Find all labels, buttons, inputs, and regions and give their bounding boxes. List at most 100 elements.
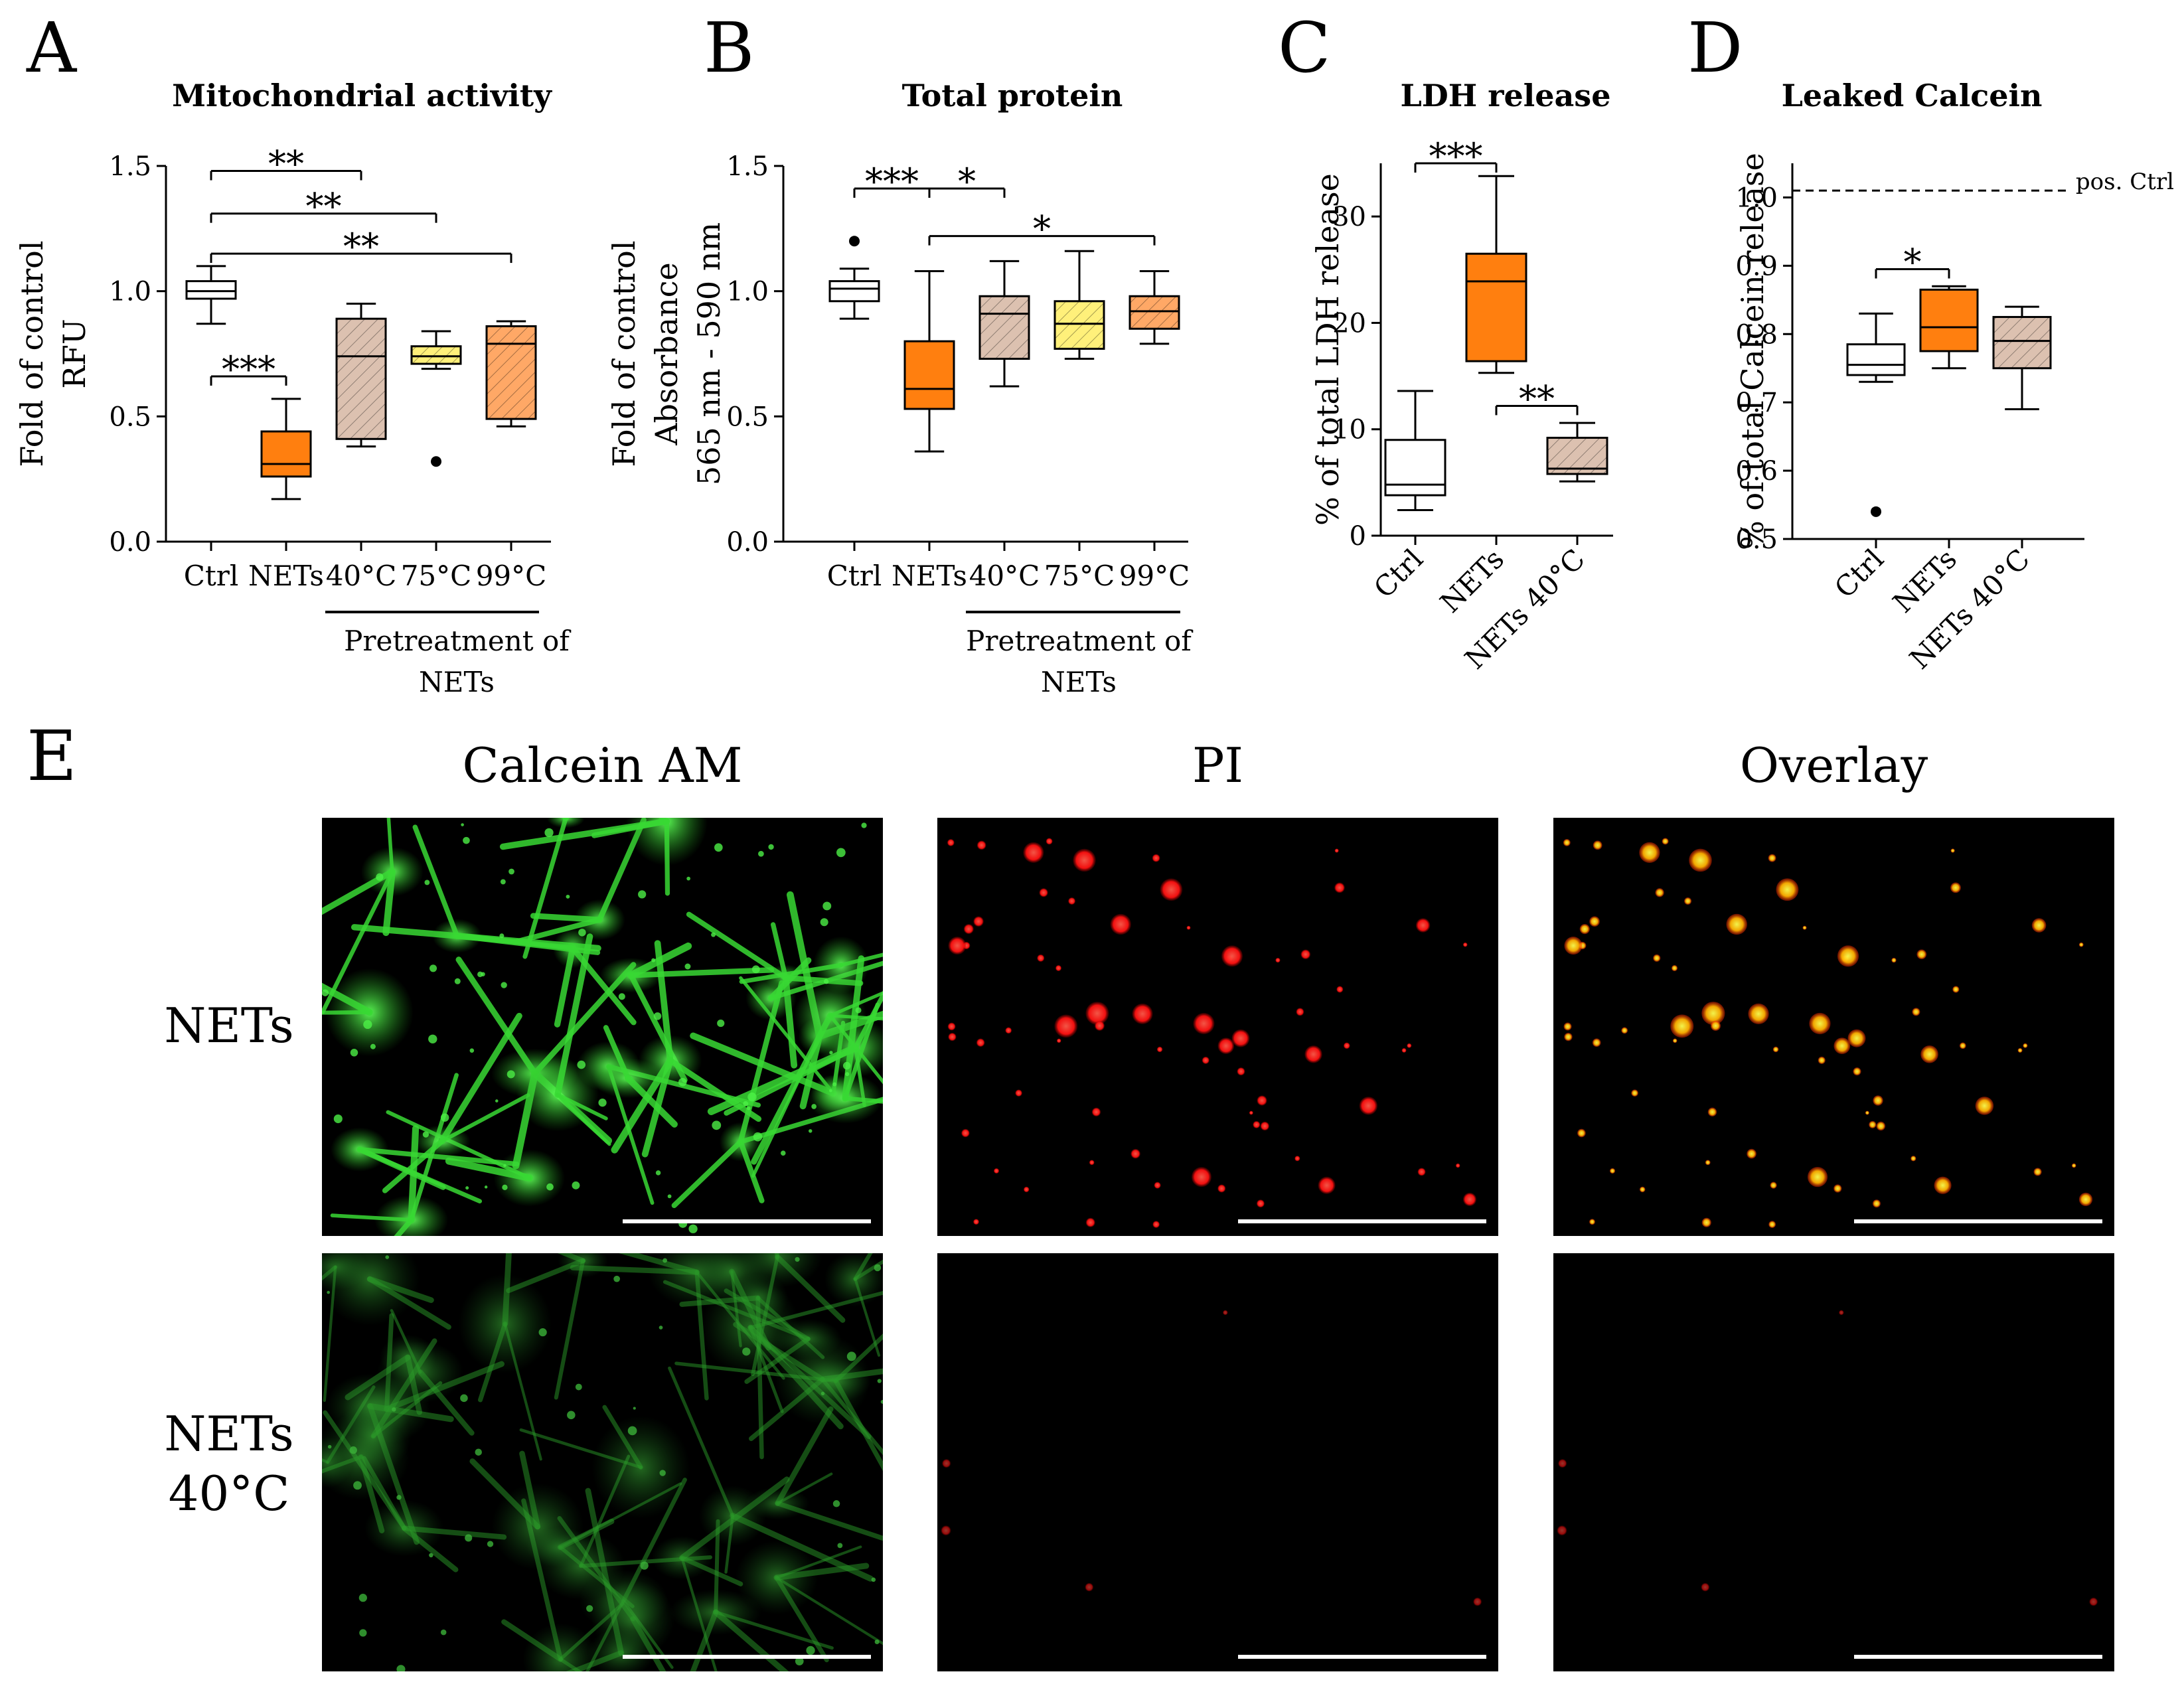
outlier-point — [849, 236, 860, 247]
pi-dot — [1256, 1199, 1265, 1208]
pi-dot — [941, 1525, 951, 1536]
pi-dot — [1417, 1168, 1426, 1176]
pi-dot — [1707, 1107, 1717, 1117]
cell-process — [578, 1555, 712, 1569]
debris-dot — [711, 932, 716, 937]
reference-line-label: pos. Ctrl — [2076, 169, 2174, 195]
debris-dot — [477, 971, 483, 978]
cell-process — [591, 818, 670, 838]
significance-bracket: *** — [210, 348, 287, 390]
significance-label: ** — [1519, 378, 1555, 420]
micrograph-background — [937, 1253, 1498, 1671]
pi-dot — [2078, 1192, 2093, 1207]
panel-title: Mitochondrial activity — [172, 78, 552, 114]
box-75-c — [1053, 250, 1105, 360]
pi-dot — [1564, 1032, 1573, 1041]
cell-process — [714, 1610, 834, 1650]
x-tick-label: Ctrl — [184, 560, 239, 592]
pi-dot — [1768, 854, 1776, 862]
debris-dot — [845, 1072, 850, 1077]
panel-d: D Leaked Calcein 0.5 0.6 0.7 0.8 0.9 1.0% of to… — [1687, 7, 2174, 675]
debris-dot — [385, 1255, 390, 1259]
box-ctrl — [185, 265, 237, 325]
debris-dot — [753, 1132, 763, 1142]
debris-dot — [322, 989, 329, 996]
pi-dot — [1770, 1182, 1777, 1189]
pi-dot — [1085, 1217, 1095, 1227]
debris-dot — [495, 1099, 499, 1103]
cell-process — [418, 1369, 475, 1436]
debris-dot — [806, 1646, 815, 1655]
y-axis-label: % of total LDH release — [1310, 173, 1346, 526]
pi-dot — [2089, 1597, 2098, 1606]
pi-dot — [1005, 1027, 1012, 1034]
cell-process — [630, 1616, 666, 1671]
significance-label: * — [958, 161, 976, 202]
debris-dot — [758, 850, 764, 857]
cell-process — [775, 1576, 883, 1646]
pi-dot — [1085, 1582, 1094, 1592]
significance-label: *** — [865, 161, 919, 202]
pi-dot — [1809, 1012, 1831, 1035]
pi-dot — [1202, 1056, 1209, 1064]
pi-dot — [1891, 957, 1897, 963]
debris-dot — [598, 1099, 607, 1107]
cell-process — [667, 1057, 762, 1122]
pi-dot — [976, 840, 986, 850]
pi-dot — [1237, 1067, 1245, 1076]
column-title: Calcein AM — [463, 737, 743, 793]
cell-process — [751, 1255, 779, 1377]
pi-dot — [1217, 1184, 1226, 1193]
pi-dot — [1068, 897, 1076, 905]
pi-dot — [2031, 918, 2047, 933]
cell-process — [469, 1458, 541, 1530]
pi-dot — [1094, 1020, 1105, 1031]
debris-dot — [429, 1553, 433, 1558]
y-tick-label: 0.0 — [726, 527, 769, 558]
debris-dot — [640, 1561, 649, 1570]
y-axis-label: Fold of control — [606, 240, 642, 467]
cell-process — [674, 1361, 838, 1383]
y-axis-label: 565 nm - 590 nm — [691, 222, 727, 485]
debris-dot — [422, 1131, 429, 1138]
debris-dot — [575, 1383, 582, 1391]
box-body — [1846, 343, 1906, 376]
debris-dot — [795, 1257, 800, 1262]
y-axis-label: Absorbance — [649, 262, 684, 445]
cell-process — [686, 911, 789, 981]
cell-process — [724, 1514, 734, 1574]
pi-dot — [948, 1032, 957, 1041]
debris-dot — [350, 1049, 358, 1057]
pi-dot — [1655, 888, 1664, 897]
box-ctrl — [1384, 390, 1446, 512]
x-tick-label: NETs — [1434, 542, 1510, 619]
cell-process — [738, 1139, 765, 1203]
cell-process — [357, 1147, 520, 1167]
pi-dot — [1701, 1217, 1711, 1227]
debris-dot — [861, 822, 867, 828]
pi-dot — [1223, 1310, 1228, 1316]
significance-label: *** — [222, 348, 275, 390]
pi-dot — [1462, 942, 1468, 947]
pi-dot — [1950, 848, 1955, 853]
significance-bracket: * — [1875, 242, 1950, 283]
pi-dot — [1557, 1525, 1567, 1536]
pi-dot — [1959, 1042, 1966, 1049]
pi-dot — [1343, 1042, 1350, 1049]
debris-dot — [333, 1114, 343, 1124]
cell-process — [602, 1405, 643, 1470]
pi-dot — [1865, 1111, 1869, 1115]
pi-dot — [1639, 1186, 1646, 1193]
column-title: Overlay — [1740, 737, 1928, 793]
cell-process — [854, 1277, 881, 1357]
box-hatch — [1993, 317, 2051, 368]
debris-dot — [578, 929, 586, 937]
debris-dot — [499, 933, 505, 939]
cell-layer — [322, 818, 883, 1236]
pi-dot — [1631, 1089, 1638, 1097]
pi-dot — [1359, 1097, 1378, 1115]
pi-dot — [947, 1022, 956, 1031]
cell-process — [370, 1338, 437, 1439]
debris-dot — [822, 901, 832, 911]
debris-dot — [487, 1541, 494, 1547]
